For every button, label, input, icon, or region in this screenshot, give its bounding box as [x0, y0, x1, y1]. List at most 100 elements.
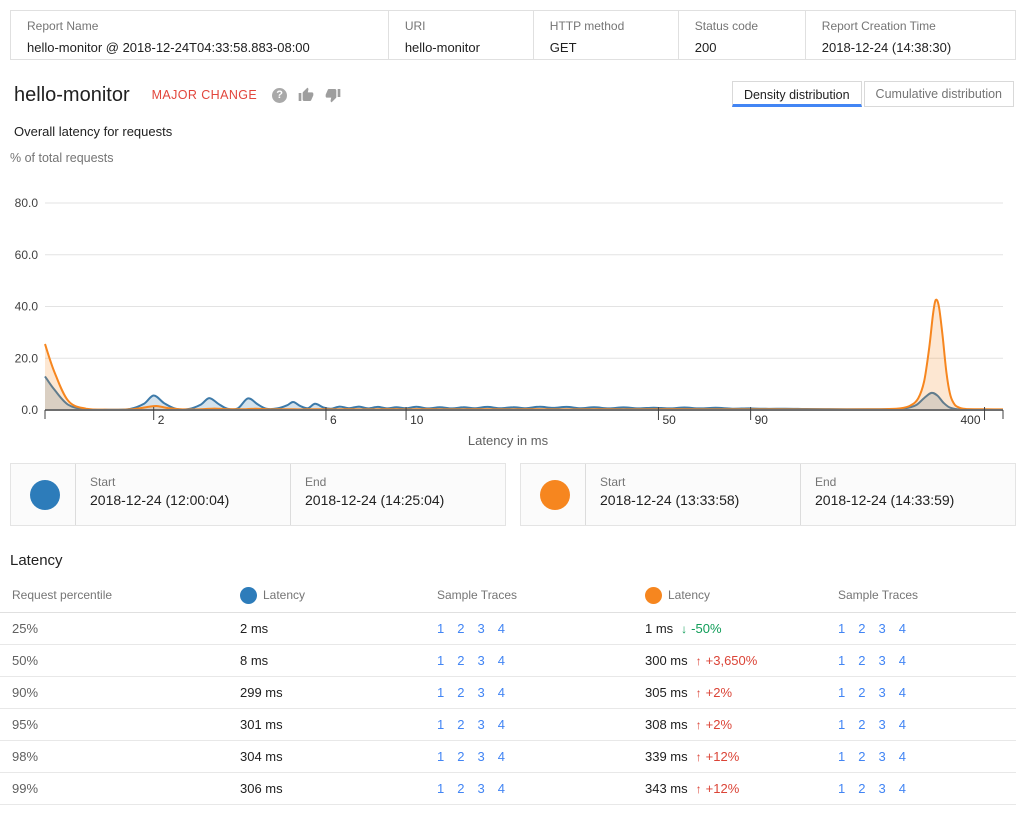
trace-link[interactable]: 1 [838, 781, 846, 796]
svg-text:0.0: 0.0 [21, 403, 38, 417]
report-field-uri: URI hello-monitor [387, 11, 533, 59]
report-field-value: hello-monitor @ 2018-12-24T04:33:58.883-… [27, 40, 310, 55]
delta-percent: +2% [705, 717, 733, 732]
legend-dot-cell [11, 464, 75, 525]
table-header-row: Request percentile Latency Sample Traces La… [0, 578, 1016, 613]
report-field-label: Status code [694, 19, 759, 33]
report-field-http-method: HTTP method GET [532, 11, 678, 59]
tab-density-distribution[interactable]: Density distribution [731, 81, 862, 107]
trace-link[interactable]: 4 [497, 653, 505, 668]
trace-link[interactable]: 3 [878, 749, 886, 764]
trace-link[interactable]: 4 [898, 717, 906, 732]
trace-link[interactable]: 1 [838, 685, 846, 700]
trace-link[interactable]: 3 [477, 653, 485, 668]
trace-link[interactable]: 2 [858, 749, 866, 764]
trace-link[interactable]: 2 [457, 781, 465, 796]
trace-link[interactable]: 2 [858, 717, 866, 732]
trace-link[interactable]: 2 [858, 685, 866, 700]
svg-text:6: 6 [330, 413, 337, 427]
trace-link[interactable]: 1 [437, 621, 445, 636]
x-axis: 2 6 10 50 90 400 [44, 407, 1004, 427]
trace-link[interactable]: 3 [477, 781, 485, 796]
delta-percent: -50% [691, 621, 722, 636]
report-info-bar: Report Name hello-monitor @ 2018-12-24T04… [10, 10, 1016, 60]
svg-text:90: 90 [755, 413, 769, 427]
trace-link[interactable]: 4 [898, 653, 906, 668]
trace-link[interactable]: 2 [457, 717, 465, 732]
trace-link[interactable]: 2 [457, 749, 465, 764]
latency-section-title: Latency [10, 552, 63, 569]
arrow-up-icon: ↑ [695, 653, 702, 668]
thumbs-up-icon[interactable] [298, 87, 314, 103]
trace-link[interactable]: 2 [457, 685, 465, 700]
trace-link[interactable]: 4 [898, 621, 906, 636]
trace-link[interactable]: 3 [878, 621, 886, 636]
legend-row: Start 2018-12-24 (12:00:04) End 2018-12-24 … [10, 463, 1016, 526]
trace-link[interactable]: 1 [838, 749, 846, 764]
trace-link[interactable]: 3 [878, 717, 886, 732]
svg-text:50: 50 [662, 413, 676, 427]
help-icon[interactable]: ? [272, 87, 288, 103]
legend-end-value: 2018-12-24 (14:25:04) [305, 492, 445, 508]
trace-link[interactable]: 1 [437, 717, 445, 732]
trace-link[interactable]: 3 [477, 685, 485, 700]
trace-link[interactable]: 1 [437, 781, 445, 796]
trace-link[interactable]: 4 [898, 749, 906, 764]
legend-end-label: End [815, 475, 837, 489]
delta-percent: +2% [705, 685, 733, 700]
report-field-value: hello-monitor [404, 40, 480, 55]
trace-link[interactable]: 1 [838, 653, 846, 668]
baseline-color-dot [30, 479, 60, 510]
trace-link[interactable]: 4 [497, 749, 505, 764]
trace-link[interactable]: 1 [838, 621, 846, 636]
trace-link[interactable]: 4 [497, 781, 505, 796]
legend-start: Start 2018-12-24 (12:00:04) [75, 464, 290, 525]
trace-link[interactable]: 4 [497, 717, 505, 732]
trace-link[interactable]: 3 [477, 749, 485, 764]
trace-link[interactable]: 1 [437, 653, 445, 668]
svg-text:20.0: 20.0 [15, 351, 39, 365]
trace-link[interactable]: 1 [437, 749, 445, 764]
legend-end: End 2018-12-24 (14:33:59) [800, 464, 1015, 525]
percentile-value: 50% [12, 653, 39, 668]
trace-link[interactable]: 2 [858, 621, 866, 636]
y-axis-caption: % of total requests [10, 151, 114, 165]
baseline-latency-value: 306 ms [240, 781, 283, 796]
trace-link[interactable]: 3 [878, 685, 886, 700]
trace-link[interactable]: 3 [878, 781, 886, 796]
legend-dot-cell [521, 464, 585, 525]
trace-link[interactable]: 4 [898, 781, 906, 796]
trace-link[interactable]: 4 [497, 685, 505, 700]
trace-link[interactable]: 1 [437, 685, 445, 700]
percentile-value: 25% [12, 621, 39, 636]
arrow-up-icon: ↑ [695, 749, 702, 764]
baseline-latency-value: 8 ms [240, 653, 269, 668]
report-field-report-creation-time: Report Creation Time 2018-12-24 (14:38:30… [804, 11, 1015, 59]
legend-end-value: 2018-12-24 (14:33:59) [815, 492, 955, 508]
trace-link[interactable]: 3 [477, 717, 485, 732]
svg-text:60.0: 60.0 [15, 248, 39, 262]
legend-baseline: Start 2018-12-24 (12:00:04) End 2018-12-24 … [10, 463, 506, 526]
table-row: 90% 299 ms 1 2 3 4 305 ms ↑ +2% 1 2 3 4 [0, 677, 1016, 709]
comparison-color-dot [540, 479, 570, 510]
comparison-latency-cell: 300 ms ↑ +3,650% [645, 653, 838, 668]
trace-link[interactable]: 2 [457, 621, 465, 636]
trace-link[interactable]: 2 [858, 653, 866, 668]
trace-link[interactable]: 4 [497, 621, 505, 636]
report-field-value: 2018-12-24 (14:38:30) [821, 40, 952, 55]
trace-link[interactable]: 2 [457, 653, 465, 668]
legend-start-label: Start [90, 475, 116, 489]
thumbs-down-icon[interactable] [325, 87, 341, 103]
trace-link[interactable]: 3 [477, 621, 485, 636]
baseline-color-dot [240, 586, 257, 604]
table-row: 98% 304 ms 1 2 3 4 339 ms ↑ +12% 1 2 3 4 [0, 741, 1016, 773]
svg-text:400: 400 [960, 413, 980, 427]
trace-link[interactable]: 1 [838, 717, 846, 732]
tab-cumulative-distribution[interactable]: Cumulative distribution [863, 81, 1014, 107]
trace-link[interactable]: 4 [898, 685, 906, 700]
trace-link[interactable]: 3 [878, 653, 886, 668]
trace-link[interactable]: 2 [858, 781, 866, 796]
